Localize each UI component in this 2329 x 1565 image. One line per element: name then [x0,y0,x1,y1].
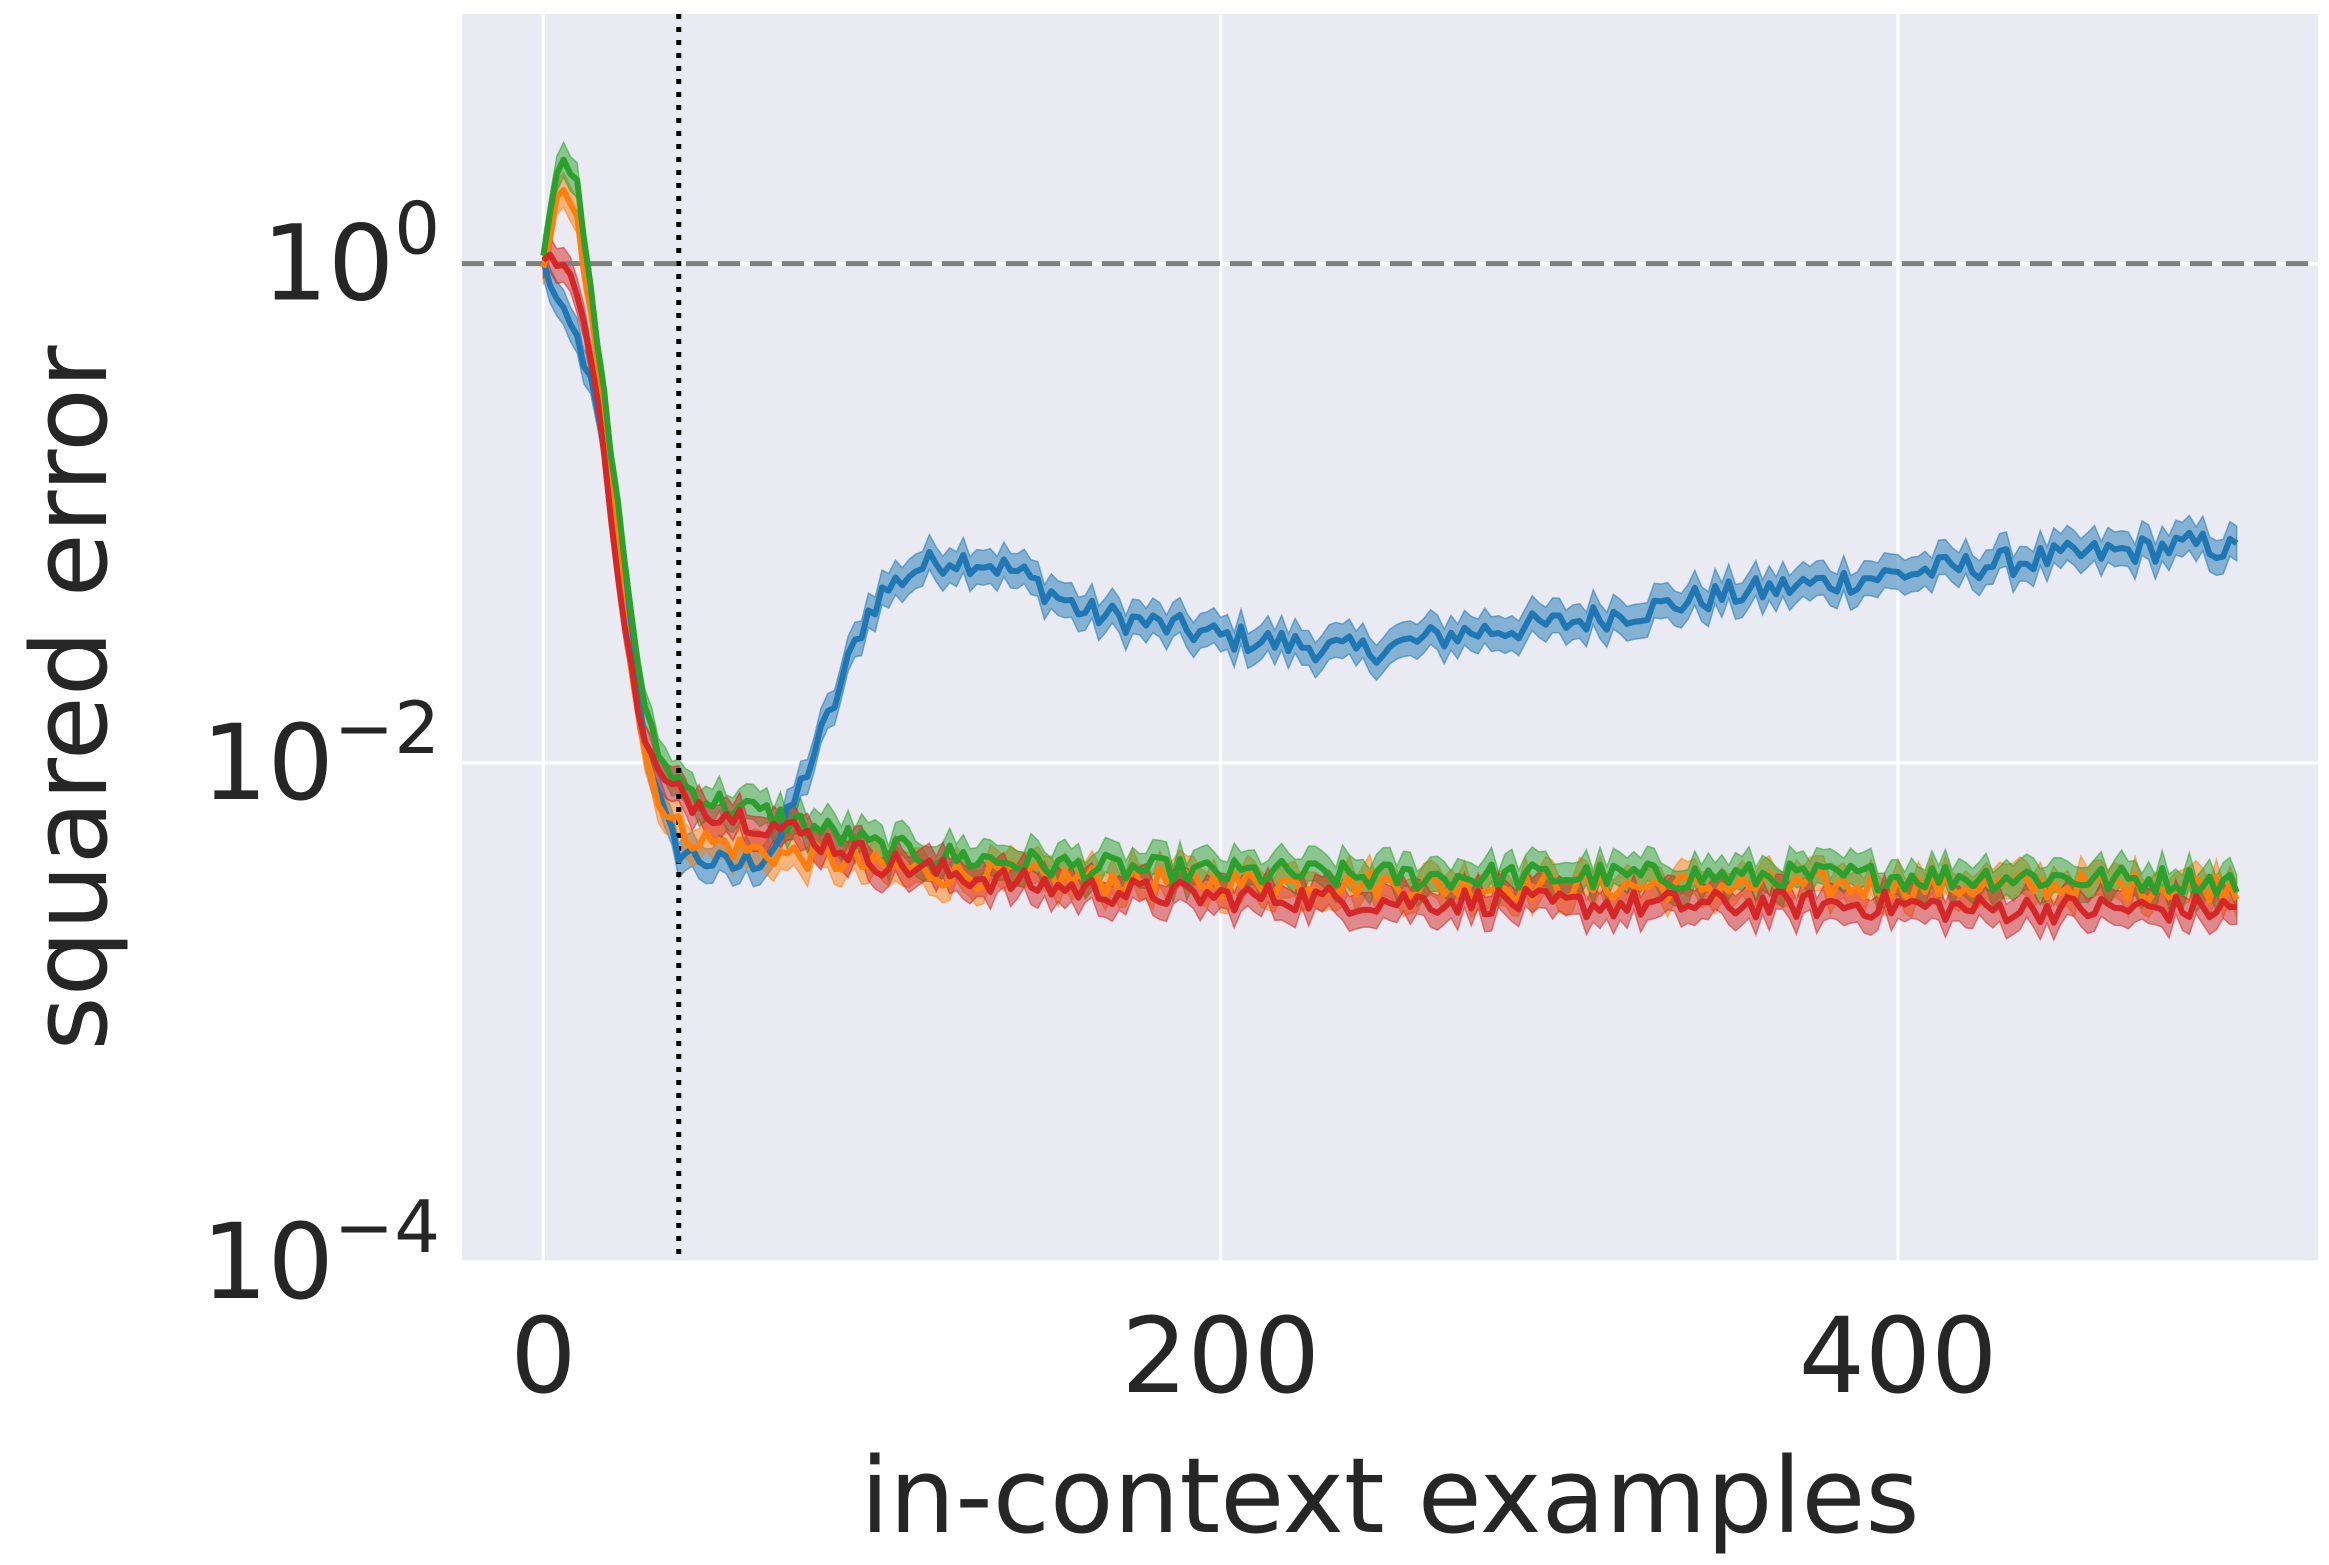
y-tick-base: 10 [202,702,334,824]
reference-lines [462,14,2318,1262]
y-tick-exponent: −4 [334,1185,440,1269]
x-tick-label: 200 [1121,1295,1320,1417]
series-3-line [541,251,2237,926]
y-tick-label: 100 [262,187,440,325]
y-axis-title: squared error [9,345,131,1050]
y-tick-label: 10−4 [202,1185,440,1323]
series-0-band [542,243,2238,888]
y-tick-exponent: 0 [394,187,440,271]
y-tick-base: 10 [202,1201,334,1323]
series-2-line [540,156,2240,898]
y-tick-exponent: −2 [334,686,440,770]
y-tick-label: 10−2 [202,686,440,824]
series-0-line [540,260,2239,873]
x-axis-title: in-context examples [860,1435,1919,1557]
series-lines [540,156,2240,926]
y-tick-base: 10 [262,203,394,325]
x-tick-label: 0 [510,1295,576,1417]
series-1-line [540,186,2240,904]
x-tick-label: 400 [1799,1295,1998,1417]
